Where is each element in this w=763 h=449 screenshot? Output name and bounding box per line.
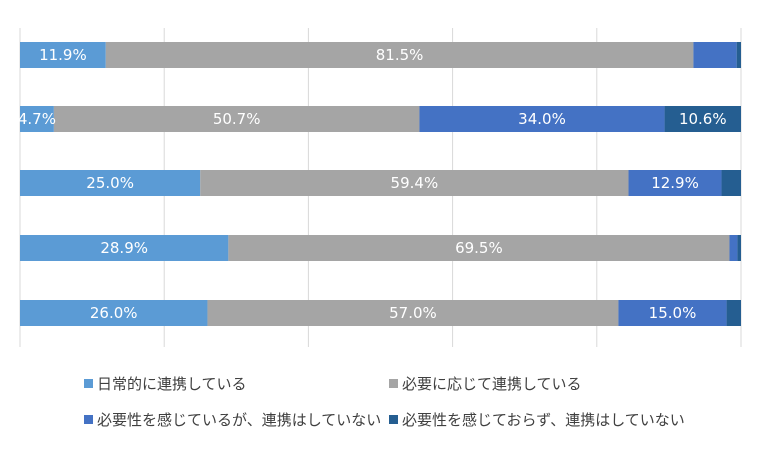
bar-segment — [20, 106, 54, 132]
data-label: 28.9% — [100, 239, 148, 257]
bar-segment — [736, 42, 741, 68]
bar-segment — [419, 106, 665, 132]
data-label: 10.6% — [679, 110, 727, 128]
bar-segment — [20, 300, 208, 326]
legend-label: 必要に応じて連携している — [402, 375, 582, 393]
data-label: 25.0% — [86, 174, 134, 192]
legend-label: 必要性を感じているが、連携はしていない — [97, 411, 381, 429]
bar-segment — [664, 106, 741, 132]
bar-segment — [53, 106, 420, 132]
bar-segment — [729, 235, 738, 261]
data-label: 15.0% — [649, 304, 697, 322]
legend-swatch — [84, 379, 93, 388]
bar-segment — [693, 42, 737, 68]
legend: 日常的に連携している 必要に応じて連携している必要性を感じているが、連携はしていな… — [84, 375, 685, 429]
bar-segment — [628, 170, 722, 196]
bars — [20, 42, 741, 326]
bar-segment — [726, 300, 741, 326]
bar-segment — [618, 300, 727, 326]
data-label: 12.9% — [651, 174, 699, 192]
legend-swatch — [389, 379, 398, 388]
legend-swatch — [389, 415, 398, 424]
data-labels: 11.9% 81.5% 4.7% 50.7% 34.0% 10.6% 25.0% 59.4% 1… — [18, 46, 727, 322]
bar-segment — [20, 170, 201, 196]
bar-segment — [20, 42, 106, 68]
data-label: 50.7% — [213, 110, 261, 128]
bar-segment — [207, 300, 619, 326]
data-label: 11.9% — [39, 46, 87, 64]
bar-segment — [737, 235, 741, 261]
data-label: 57.0% — [389, 304, 437, 322]
data-label: 69.5% — [455, 239, 503, 257]
data-label: 81.5% — [376, 46, 424, 64]
bar-segment — [105, 42, 694, 68]
data-label: 26.0% — [90, 304, 138, 322]
data-label: 59.4% — [391, 174, 439, 192]
bar-segment — [20, 235, 229, 261]
legend-label: 必要性を感じておらず、連携はしていない — [402, 411, 685, 429]
legend-label: 日常的に連携している — [97, 375, 247, 393]
bar-segment — [228, 235, 730, 261]
data-label: 34.0% — [518, 110, 566, 128]
legend-swatch — [84, 415, 93, 424]
bar-segment — [200, 170, 629, 196]
bar-segment — [721, 170, 741, 196]
data-label: 4.7% — [18, 110, 56, 128]
